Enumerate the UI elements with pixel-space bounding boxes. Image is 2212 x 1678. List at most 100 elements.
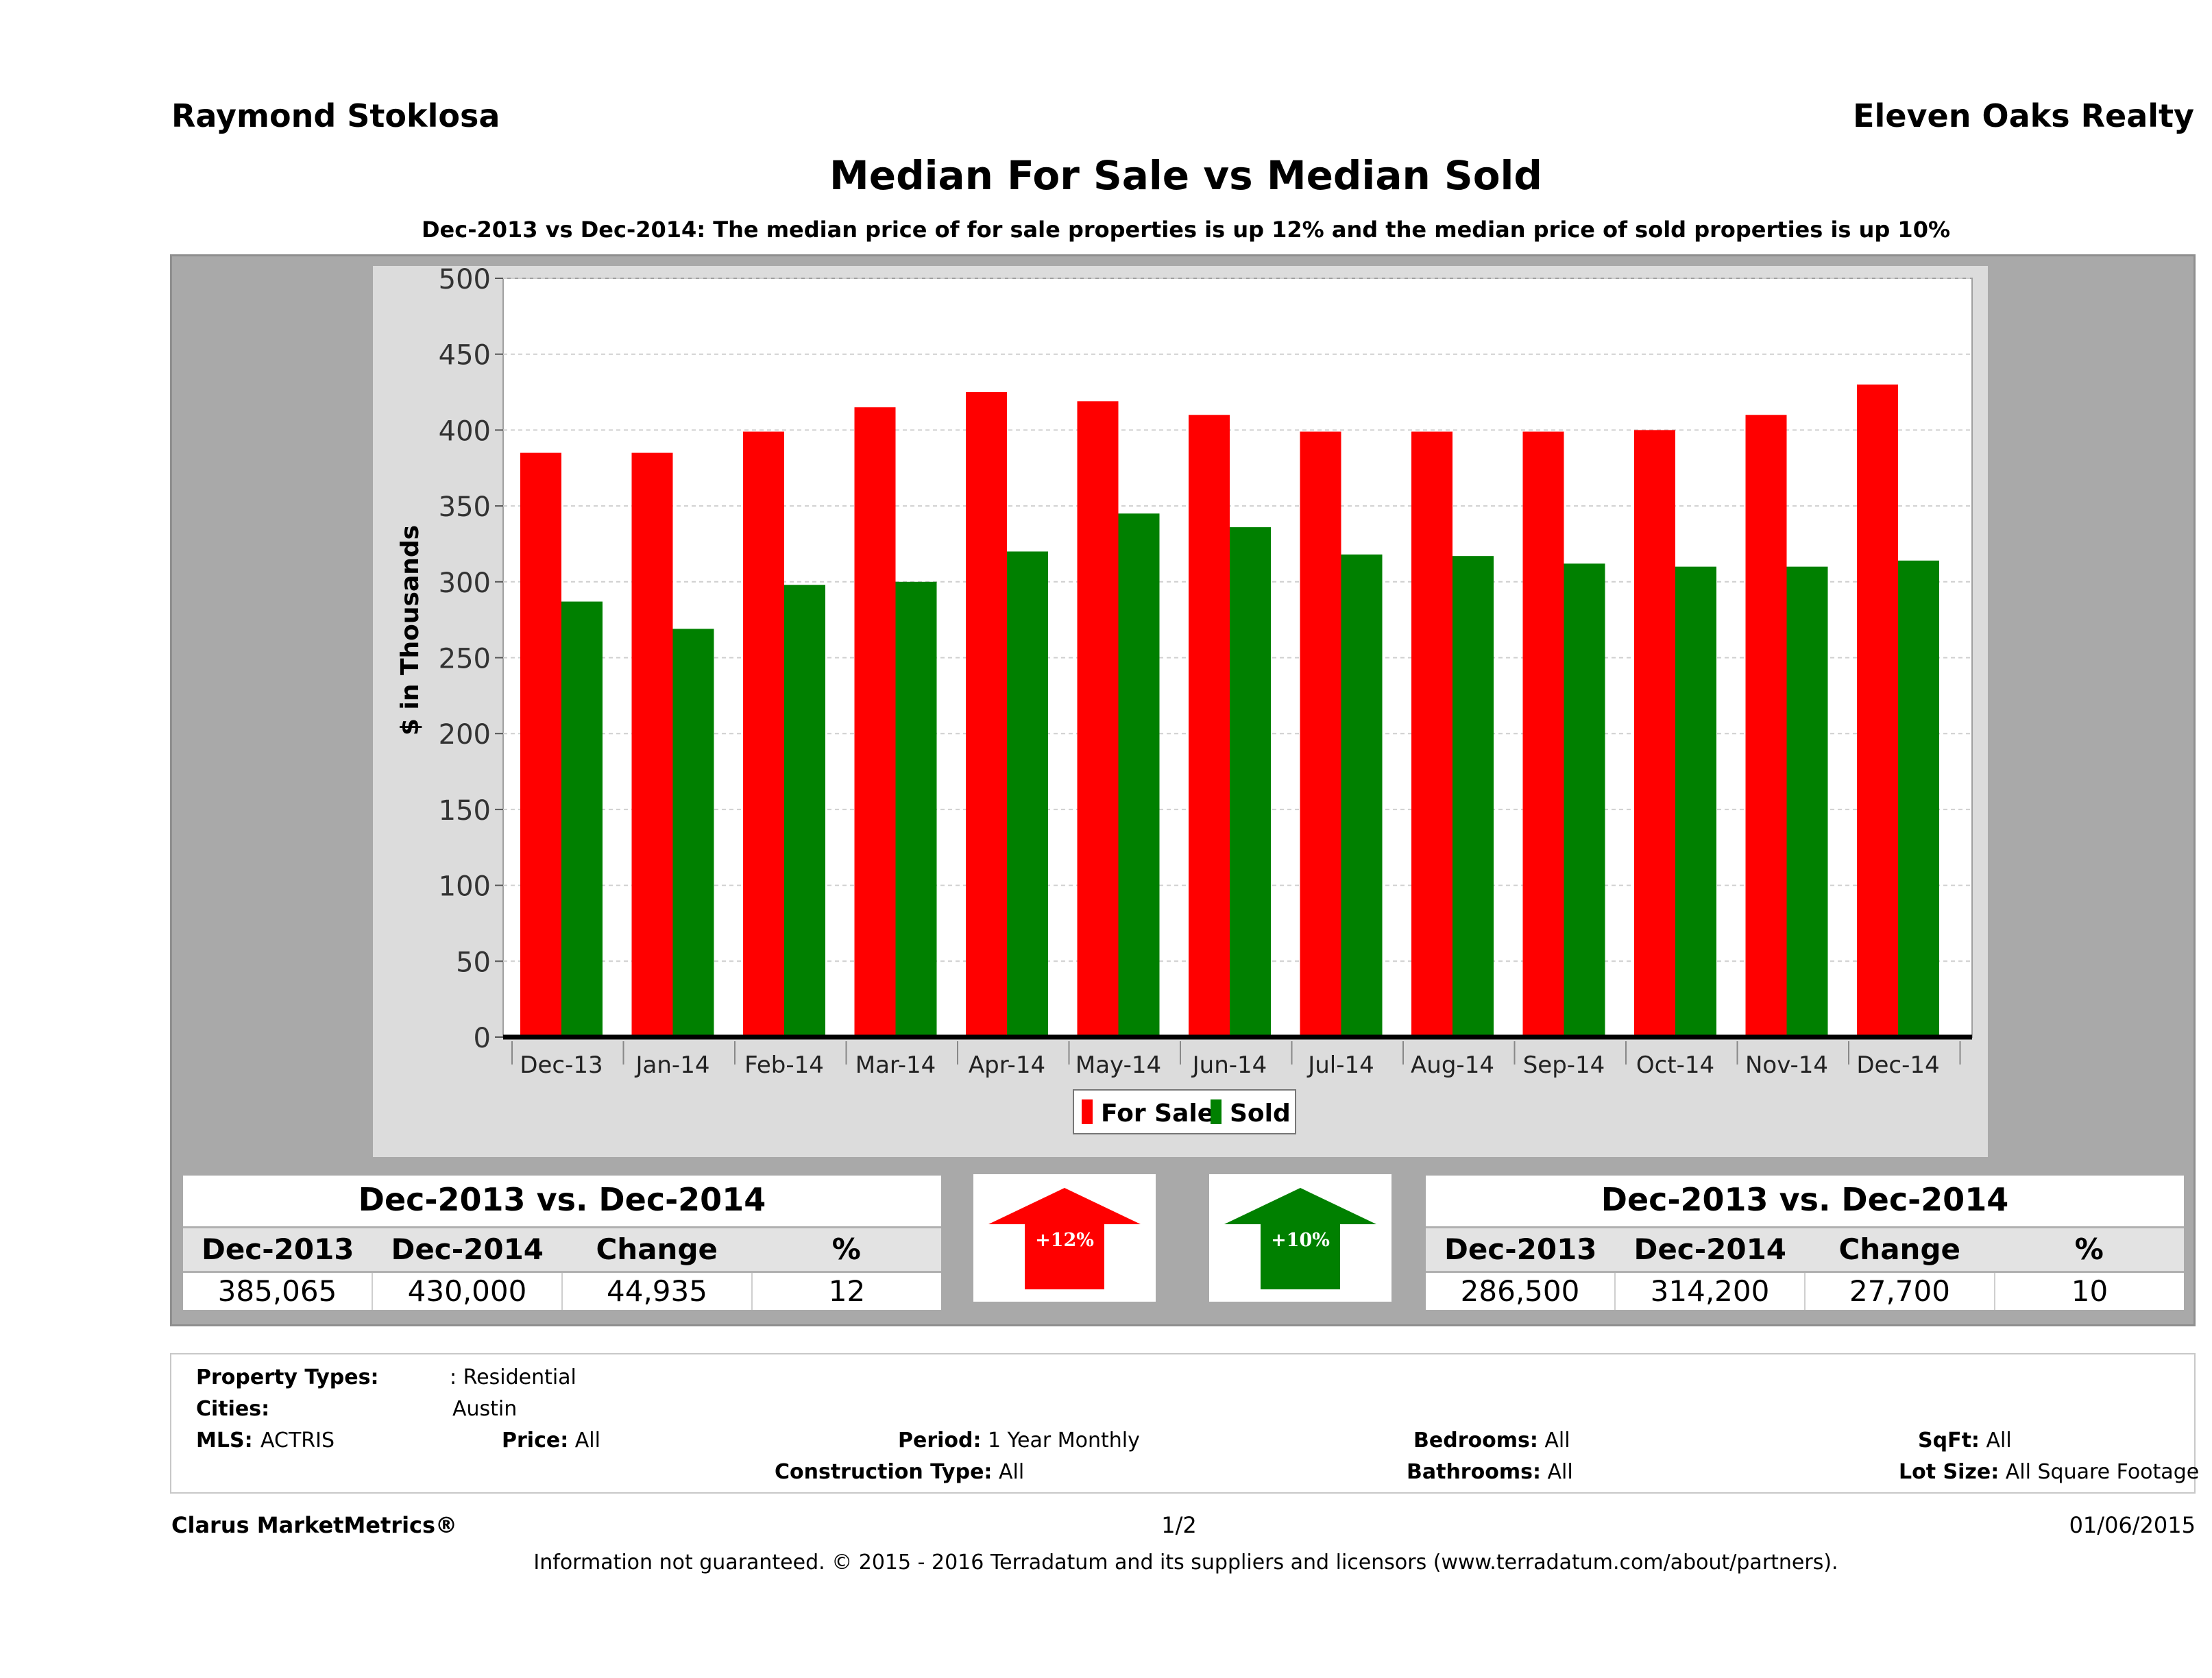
x-tick-label: Mar-14	[855, 1051, 936, 1079]
x-tick-label: Jul-14	[1306, 1051, 1374, 1079]
x-tick-label: Feb-14	[744, 1051, 824, 1079]
bar-chart: 0 50 100 150 200 250 300 350 400 450 500 $ in Thous…	[396, 266, 1973, 1134]
bar-for-sale	[1745, 415, 1787, 1037]
header-cell: Dec-2014	[391, 1232, 544, 1266]
filter-label: Bathrooms:	[1407, 1460, 1541, 1484]
filter-value: All	[998, 1460, 1025, 1484]
bar-sold	[1898, 560, 1939, 1037]
for-sale-summary-table: Dec-2013 vs. Dec-2014 Dec-2013 Dec-2014 …	[183, 1176, 941, 1310]
filter-value: All	[574, 1428, 600, 1452]
filter-label: Period:	[898, 1428, 982, 1452]
y-tick-label: 300	[439, 568, 491, 599]
bar-for-sale	[520, 452, 561, 1037]
x-tick-label: Jan-14	[635, 1051, 710, 1079]
company-name: Eleven Oaks Realty	[1853, 97, 2194, 134]
sold-table-caption: Dec-2013 vs. Dec-2014	[1601, 1181, 2009, 1218]
bar-sold	[1786, 566, 1828, 1037]
filter-value: ACTRIS	[260, 1428, 335, 1452]
for-sale-table-row: 385,065 430,000 44,935 12	[183, 1273, 941, 1310]
report-date: 01/06/2015	[2069, 1512, 2196, 1538]
bar-sold	[1564, 563, 1605, 1037]
x-tick-label: Dec-14	[1856, 1051, 1939, 1079]
y-tick-label: 100	[439, 871, 491, 903]
for-sale-change-label: +12%	[1035, 1230, 1094, 1251]
bar-for-sale	[1077, 401, 1119, 1037]
header-cell: Change	[596, 1232, 718, 1266]
bar-sold	[1118, 513, 1160, 1037]
legend-swatch	[1082, 1099, 1093, 1124]
y-tick-label: 500	[439, 266, 491, 295]
page-number: 1/2	[1161, 1512, 1197, 1538]
bar-sold	[1341, 554, 1383, 1037]
y-axis-title: $ in Thousands	[396, 525, 424, 735]
x-tick-label: Oct-14	[1636, 1051, 1714, 1079]
sold-table-row: 286,500 314,200 27,700 10	[1426, 1273, 2184, 1310]
bar-for-sale	[1411, 431, 1453, 1037]
for-sale-table-header: Dec-2013 Dec-2014 Change %	[183, 1226, 941, 1273]
y-tick-label: 250	[439, 644, 491, 675]
x-tick-label: Dec-13	[520, 1051, 603, 1079]
sold-change-label: +10%	[1271, 1230, 1330, 1251]
header-cell: Dec-2013	[201, 1232, 354, 1266]
filter-value: All	[1547, 1460, 1573, 1484]
legend-swatch	[1211, 1099, 1222, 1124]
bar-sold	[1675, 566, 1716, 1037]
page-subtitle: Dec-2013 vs Dec-2014: The median price o…	[421, 217, 1951, 243]
bar-sold	[561, 601, 603, 1037]
filter-label: Construction Type:	[775, 1460, 993, 1484]
bar-for-sale	[966, 392, 1007, 1037]
bar-sold	[784, 585, 825, 1037]
value-cell: 10	[2071, 1274, 2108, 1308]
bar-for-sale	[1634, 430, 1675, 1037]
for-sale-up-arrow-icon: +12%	[988, 1188, 1141, 1289]
legend-label: Sold	[1230, 1099, 1291, 1128]
filter-value: All	[1544, 1428, 1570, 1452]
disclaimer: Information not guaranteed. © 2015 - 201…	[533, 1551, 1838, 1574]
filter-label: Bedrooms:	[1413, 1428, 1538, 1452]
report-filters: Property Types: : Residential Cities: Au…	[170, 1353, 2200, 1494]
bar-for-sale	[1522, 431, 1564, 1037]
y-tick-label: 150	[439, 795, 491, 827]
value-cell: 12	[828, 1274, 866, 1308]
bar-sold	[1007, 551, 1048, 1037]
bar-for-sale	[631, 452, 673, 1037]
bar-for-sale	[1857, 384, 1898, 1037]
y-tick-label: 350	[439, 491, 491, 523]
filter-value: All Square Footage	[2005, 1460, 2200, 1484]
for-sale-change-box: +12%	[973, 1174, 1156, 1302]
filter-label: Price:	[502, 1428, 569, 1452]
y-tick-label: 400	[439, 415, 491, 447]
header-cell: Change	[1838, 1232, 1960, 1266]
agent-name: Raymond Stoklosa	[171, 97, 500, 134]
x-tick-label: Apr-14	[969, 1051, 1045, 1079]
x-tick-label: Jun-14	[1191, 1051, 1267, 1079]
header-cell: Dec-2013	[1444, 1232, 1597, 1266]
value-cell: 286,500	[1426, 1273, 1616, 1310]
chart-panel: 0 50 100 150 200 250 300 350 400 450 500 $ in Thous…	[373, 266, 1988, 1157]
filter-label: MLS:	[196, 1428, 253, 1452]
for-sale-table-caption: Dec-2013 vs. Dec-2014	[358, 1181, 766, 1218]
filter-label: Cities:	[196, 1397, 270, 1421]
sold-summary-table: Dec-2013 vs. Dec-2014 Dec-2013 Dec-2014 …	[1426, 1176, 2184, 1310]
bar-sold	[895, 581, 937, 1037]
header-cell: Dec-2014	[1633, 1232, 1787, 1266]
y-tick-label: 0	[474, 1023, 491, 1054]
sold-change-box: +10%	[1209, 1174, 1391, 1302]
footer-brand: Clarus MarketMetrics®	[171, 1512, 458, 1538]
x-tick-label: Aug-14	[1411, 1051, 1494, 1079]
bar-for-sale	[1300, 431, 1341, 1037]
page-title: Median For Sale vs Median Sold	[829, 152, 1542, 199]
x-tick-label: Sep-14	[1523, 1051, 1605, 1079]
bar-for-sale	[854, 407, 896, 1037]
x-tick-label: May-14	[1075, 1051, 1161, 1079]
filter-value: 1 Year Monthly	[988, 1428, 1140, 1452]
bar-sold	[672, 629, 714, 1037]
header-cell: %	[831, 1232, 861, 1266]
legend-label: For Sale	[1101, 1099, 1214, 1128]
filter-value: : Residential	[450, 1365, 576, 1389]
filter-value: Austin	[452, 1397, 518, 1421]
y-tick-label: 200	[439, 719, 491, 751]
bar-for-sale	[1189, 415, 1230, 1037]
filter-label: SqFt:	[1918, 1428, 1980, 1452]
y-tick-label: 50	[456, 947, 491, 978]
